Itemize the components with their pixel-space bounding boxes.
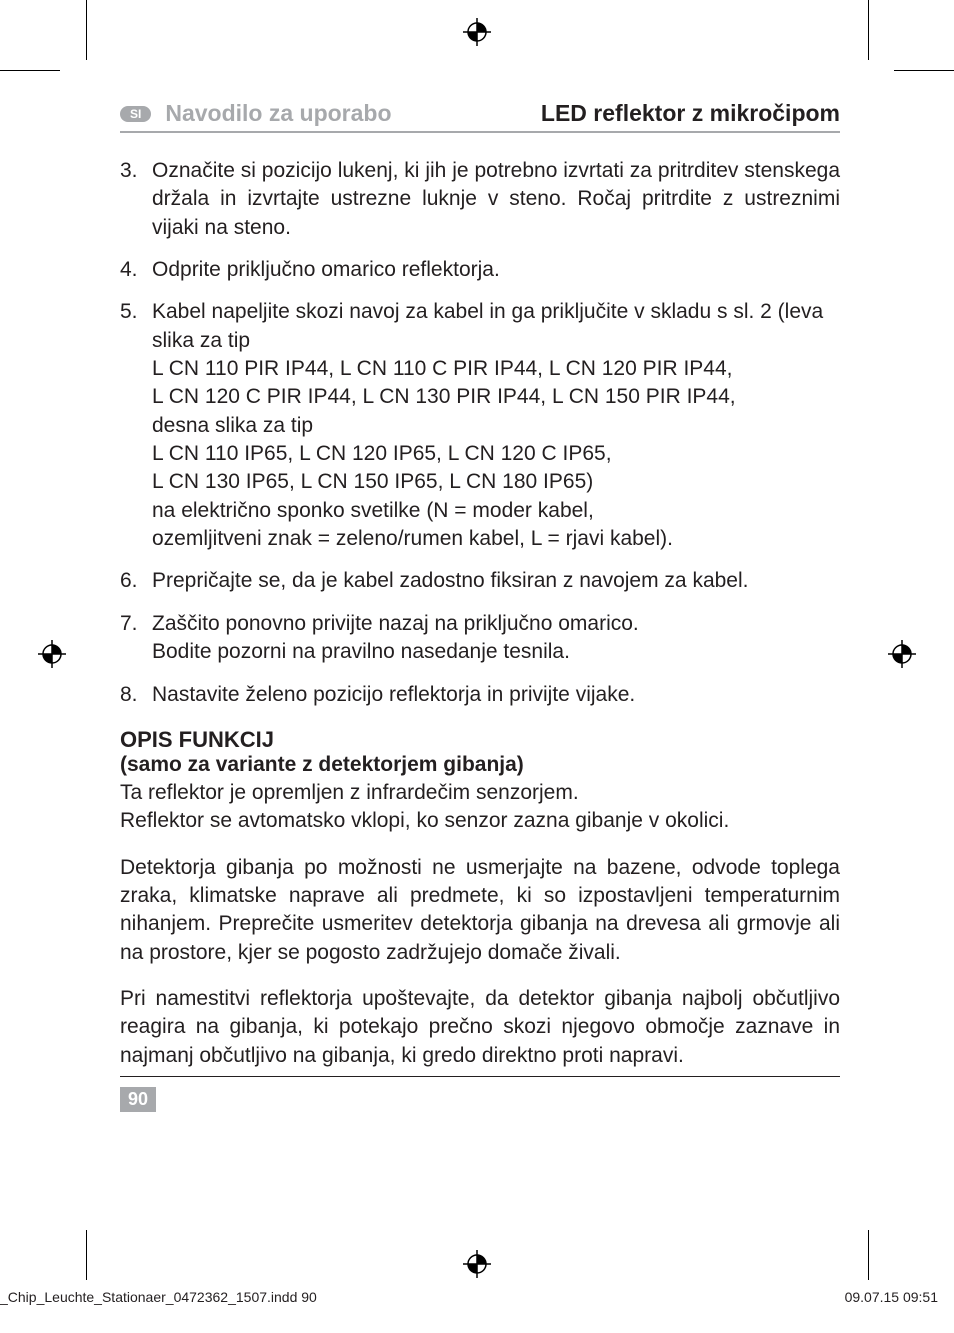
step-number: 6. xyxy=(120,567,152,595)
crop-mark xyxy=(868,1230,869,1280)
section-paragraph-2: Detektorja gibanja po možnosti ne usmerj… xyxy=(120,854,840,967)
section-heading: OPIS FUNKCIJ xyxy=(120,727,840,753)
step-text: Označite si pozicijo lukenj, ki jih je p… xyxy=(152,157,840,242)
step-number: 5. xyxy=(120,298,152,553)
page-number: 90 xyxy=(120,1087,156,1112)
page-header: SI Navodilo za uporabo LED reflektor z m… xyxy=(120,100,840,133)
header-left-title: Navodilo za uporabo xyxy=(165,100,391,127)
print-footer: _Chip_Leuchte_Stationaer_0472362_1507.in… xyxy=(0,1289,954,1305)
step-5: 5. Kabel napeljite skozi navoj za kabel … xyxy=(120,298,840,553)
registration-mark-top xyxy=(463,18,491,46)
step-6: 6. Prepričajte se, da je kabel zadostno … xyxy=(120,567,840,595)
section-paragraph-3: Pri namestitvi reflektorja upoštevajte, … xyxy=(120,985,840,1070)
instruction-steps: 3. Označite si pozicijo lukenj, ki jih j… xyxy=(120,157,840,709)
step-3: 3. Označite si pozicijo lukenj, ki jih j… xyxy=(120,157,840,242)
step-text: Odprite priključno omarico reflektorja. xyxy=(152,256,840,284)
crop-mark xyxy=(0,70,60,71)
crop-mark xyxy=(86,1230,87,1280)
step-text: Zaščito ponovno privijte nazaj na priklj… xyxy=(152,610,840,667)
registration-mark-right xyxy=(888,640,916,668)
step-text: Nastavite želeno pozicijo reflektorja in… xyxy=(152,681,840,709)
step-8: 8. Nastavite želeno pozicijo reflektorja… xyxy=(120,681,840,709)
step-number: 3. xyxy=(120,157,152,242)
registration-mark-left xyxy=(38,640,66,668)
step-7: 7. Zaščito ponovno privijte nazaj na pri… xyxy=(120,610,840,667)
step-number: 7. xyxy=(120,610,152,667)
registration-mark-bottom xyxy=(463,1250,491,1278)
language-badge: SI xyxy=(120,106,151,122)
header-right-title: LED reflektor z mikročipom xyxy=(541,100,840,127)
crop-mark xyxy=(868,0,869,60)
section-paragraph-1: Ta reflektor je opremljen z infrardečim … xyxy=(120,779,840,836)
crop-mark xyxy=(86,0,87,60)
footer-timestamp: 09.07.15 09:51 xyxy=(845,1289,938,1305)
step-number: 8. xyxy=(120,681,152,709)
page-content: SI Navodilo za uporabo LED reflektor z m… xyxy=(120,100,840,1112)
section-subheading: (samo za variante z detektorjem gibanja) xyxy=(120,753,840,777)
step-number: 4. xyxy=(120,256,152,284)
step-text: Prepričajte se, da je kabel zadostno fik… xyxy=(152,567,840,595)
header-left: SI Navodilo za uporabo xyxy=(120,100,392,127)
bottom-rule xyxy=(120,1076,840,1077)
crop-mark xyxy=(894,70,954,71)
footer-filename: _Chip_Leuchte_Stationaer_0472362_1507.in… xyxy=(0,1289,317,1305)
step-text: Kabel napeljite skozi navoj za kabel in … xyxy=(152,298,840,553)
step-4: 4. Odprite priključno omarico reflektorj… xyxy=(120,256,840,284)
